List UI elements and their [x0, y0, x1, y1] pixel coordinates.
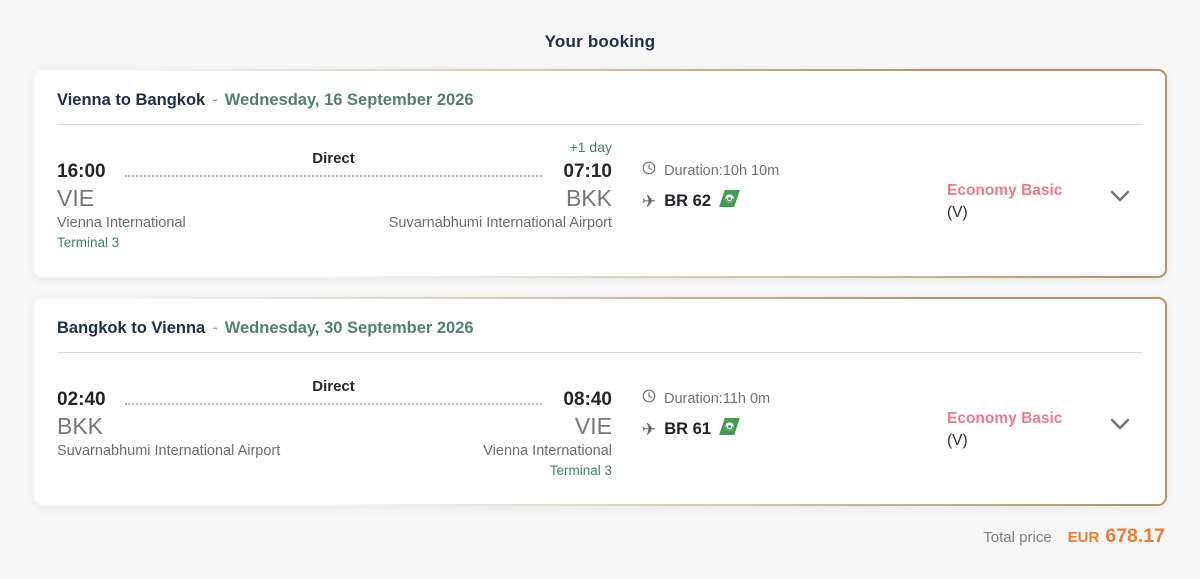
total-currency: EUR	[1067, 529, 1100, 546]
flight-number: BR 62	[664, 191, 712, 210]
segment-content: Direct 02:40 BKK Suvarnabhumi Internatio…	[57, 353, 1143, 504]
segment-card-return: Bangkok to Vienna - Wednesday, 30 Septembe…	[33, 297, 1167, 506]
plus-day-label	[483, 366, 612, 387]
arrival-airport-name: Vienna International	[483, 443, 612, 459]
flight-number-row: ✈ BR 61	[642, 418, 770, 440]
total-price-label: Total price	[983, 529, 1052, 546]
arrival-airport-code: VIE	[574, 413, 612, 439]
plus-day-label: +1 day	[569, 139, 612, 155]
flight-info: Duration:11h 0m ✈ BR 61	[642, 366, 770, 480]
segment-header: Vienna to Bangkok - Wednesday, 16 Septembe…	[57, 71, 1143, 124]
departure-terminal: Terminal 3	[57, 235, 120, 250]
fare-booking-class: (V)	[947, 204, 968, 221]
duration-row: Duration:11h 0m	[642, 389, 770, 409]
total-amount: 678.17	[1105, 525, 1165, 547]
route-timeline: Direct 02:40 BKK Suvarnabhumi Internatio…	[57, 366, 612, 480]
route-title: Vienna to Bangkok	[57, 91, 206, 109]
arrival-time: 08:40	[563, 389, 612, 410]
departure-airport-name: Vienna International	[57, 215, 186, 231]
flight-date: Wednesday, 30 September 2026	[224, 319, 474, 337]
flight-date: Wednesday, 16 September 2026	[224, 91, 474, 109]
fare-selector: Economy Basic (V)	[947, 366, 1097, 480]
chevron-down-icon	[1110, 418, 1130, 433]
booking-cards: Vienna to Bangkok - Wednesday, 16 Septembe…	[33, 69, 1167, 506]
route-timeline: Direct 16:00 VIE Vienna International Te…	[57, 138, 612, 252]
duration-row: Duration:10h 10m	[642, 161, 779, 181]
header-separator: -	[212, 91, 218, 109]
segment-header: Bangkok to Vienna - Wednesday, 30 Septembe…	[57, 299, 1143, 352]
departure-block: 16:00 VIE Vienna International Terminal …	[57, 138, 186, 252]
total-price-row: Total price EUR 678.17	[35, 525, 1165, 548]
route-dotted-line	[125, 403, 542, 405]
departure-airport-code: VIE	[57, 185, 95, 211]
eva-air-logo	[719, 190, 740, 212]
fare-name: Economy Basic	[947, 410, 1063, 427]
arrival-block: 08:40 VIE Vienna International Terminal …	[483, 366, 612, 480]
clock-icon	[642, 161, 656, 181]
departure-block: 02:40 BKK Suvarnabhumi International Air…	[57, 366, 280, 480]
flight-info: Duration:10h 10m ✈ BR 62	[642, 138, 779, 252]
header-divider	[57, 352, 1143, 353]
header-separator: -	[212, 319, 218, 337]
route-connector: Direct	[125, 377, 542, 405]
duration-label: Duration:10h 10m	[664, 162, 780, 179]
flight-number-row: ✈ BR 62	[642, 190, 779, 212]
arrival-airport-name: Suvarnabhumi International Airport	[388, 215, 612, 231]
chevron-down-icon	[1110, 190, 1130, 205]
eva-air-logo	[719, 418, 740, 440]
departure-airport-code: BKK	[57, 413, 104, 439]
fare-name: Economy Basic	[947, 182, 1063, 199]
arrival-block: +1 day 07:10 BKK Suvarnabhumi Internatio…	[389, 138, 612, 252]
expand-fare-button[interactable]	[1097, 138, 1143, 252]
fare-booking-class: (V)	[947, 432, 968, 449]
plane-icon: ✈	[642, 191, 657, 211]
departure-airport-name: Suvarnabhumi International Airport	[57, 443, 281, 459]
flight-number: BR 61	[664, 419, 712, 438]
arrival-terminal: Terminal 3	[549, 463, 612, 478]
plane-icon: ✈	[642, 419, 657, 439]
departure-time: 16:00	[57, 161, 106, 182]
departure-time: 02:40	[57, 389, 106, 410]
duration-label: Duration:11h 0m	[664, 390, 771, 407]
header-divider	[57, 124, 1143, 125]
route-title: Bangkok to Vienna	[57, 319, 206, 337]
arrival-time: 07:10	[563, 161, 612, 182]
segment-content: Direct 16:00 VIE Vienna International Te…	[57, 125, 1143, 276]
stops-label: Direct	[312, 150, 355, 167]
page-title: Your booking	[544, 32, 656, 51]
arrival-airport-code: BKK	[565, 185, 612, 211]
clock-icon	[642, 389, 656, 409]
segment-card-outbound: Vienna to Bangkok - Wednesday, 16 Septembe…	[33, 69, 1167, 278]
stops-label: Direct	[312, 378, 355, 395]
expand-fare-button[interactable]	[1097, 366, 1143, 480]
route-dotted-line	[125, 175, 542, 177]
fare-selector: Economy Basic (V)	[947, 138, 1097, 252]
route-connector: Direct	[125, 149, 542, 177]
total-price-value: EUR 678.17	[1068, 525, 1165, 548]
